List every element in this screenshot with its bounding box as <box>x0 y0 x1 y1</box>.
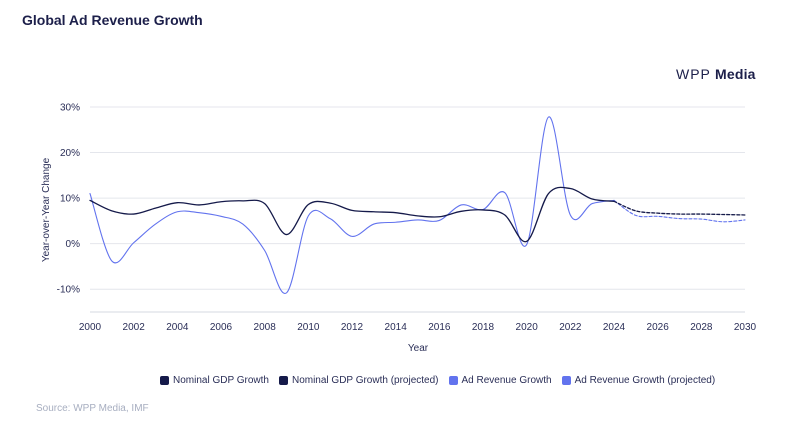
x-axis-title: Year <box>408 343 429 354</box>
legend-item: Nominal GDP Growth (projected) <box>278 375 439 386</box>
legend-item: Ad Revenue Growth (projected) <box>561 375 716 386</box>
series-layer <box>89 116 746 294</box>
series-line-3 <box>613 199 746 223</box>
legend-label: Ad Revenue Growth (projected) <box>574 375 716 386</box>
x-axis-tick-labels: 2000 2002 2004 2006 2008 2010 2012 2014 2016 2018… <box>79 322 757 333</box>
x-tick-label: 2004 <box>166 322 189 333</box>
legend: Nominal GDP Growth Nominal GDP Growth (pr… <box>160 375 715 386</box>
x-tick-label: 2022 <box>559 322 582 333</box>
x-tick-label: 2020 <box>516 322 539 333</box>
x-tick-label: 2006 <box>210 322 233 333</box>
y-axis-tick-labels: -10% 0% 10% 20% 30% <box>57 103 80 296</box>
legend-swatch <box>561 376 571 385</box>
x-tick-label: 2016 <box>428 322 451 333</box>
grid-lines <box>90 106 745 313</box>
legend-label: Nominal GDP Growth <box>173 375 269 386</box>
x-tick-label: 2008 <box>254 322 277 333</box>
y-tick-label: 20% <box>60 148 80 159</box>
x-tick-label: 2002 <box>123 322 146 333</box>
chart-title: Global Ad Revenue Growth <box>22 12 203 28</box>
brand-logo-wpp: WPP <box>676 66 711 82</box>
series-line-0 <box>89 186 615 243</box>
x-tick-label: 2014 <box>385 322 408 333</box>
y-tick-label: -10% <box>57 285 80 296</box>
x-tick-label: 2028 <box>690 322 713 333</box>
legend-item: Ad Revenue Growth <box>448 375 552 386</box>
x-tick-label: 2010 <box>297 322 320 333</box>
source-note: Source: WPP Media, IMF <box>36 403 149 414</box>
brand-logo-media: Media <box>714 66 756 82</box>
legend-swatch <box>448 376 458 385</box>
legend-swatch <box>278 376 288 385</box>
x-tick-label: 2018 <box>472 322 495 333</box>
brand-logo: WPP Media <box>676 66 756 82</box>
y-tick-label: 30% <box>60 103 80 114</box>
legend-swatch <box>160 376 169 385</box>
x-tick-label: 2024 <box>603 322 626 333</box>
x-tick-label: 2030 <box>734 322 757 333</box>
x-tick-label: 2000 <box>79 322 102 333</box>
legend-label: Ad Revenue Growth <box>461 375 552 386</box>
series-line-2 <box>89 116 615 294</box>
series-line-1 <box>613 200 746 216</box>
legend-item: Nominal GDP Growth <box>160 375 269 386</box>
x-tick-label: 2012 <box>341 322 364 333</box>
legend-label: Nominal GDP Growth (projected) <box>291 375 439 386</box>
y-axis-title: Year-over-Year Change <box>41 157 52 262</box>
y-tick-label: 10% <box>60 194 80 205</box>
x-tick-label: 2026 <box>647 322 670 333</box>
y-tick-label: 0% <box>66 239 81 250</box>
